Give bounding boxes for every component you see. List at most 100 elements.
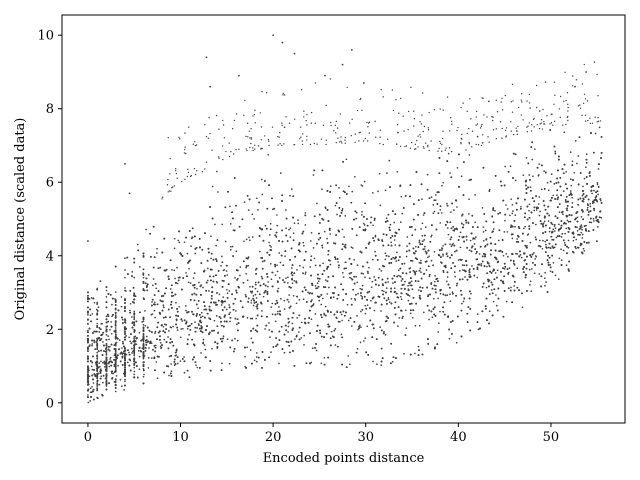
data-point [291, 282, 294, 285]
data-point [133, 354, 136, 357]
data-point [229, 245, 232, 248]
data-point [417, 345, 420, 348]
data-point [352, 247, 354, 249]
data-point [535, 255, 538, 258]
data-point [435, 284, 437, 287]
data-point [338, 187, 340, 189]
data-point [207, 267, 209, 270]
data-point [553, 225, 556, 228]
data-point [565, 264, 568, 267]
data-point [468, 154, 471, 156]
data-point [363, 180, 366, 183]
data-point [574, 139, 577, 142]
data-point [254, 269, 257, 271]
data-point [276, 224, 279, 227]
data-point [136, 243, 139, 246]
data-point [462, 269, 464, 271]
data-point [202, 286, 204, 289]
data-point [409, 284, 412, 287]
data-point [533, 272, 536, 275]
data-point [255, 317, 258, 320]
data-point [373, 309, 376, 312]
data-point [105, 296, 108, 298]
data-point [221, 255, 223, 258]
data-point [228, 304, 231, 306]
data-point [297, 219, 299, 221]
data-point [284, 255, 286, 258]
data-point [492, 270, 494, 273]
data-point [430, 235, 432, 238]
data-point [586, 203, 589, 205]
data-point [385, 287, 388, 290]
data-point [168, 355, 171, 358]
data-point [441, 184, 443, 187]
data-point [356, 348, 359, 350]
data-point [147, 356, 150, 359]
data-point [91, 313, 94, 315]
data-point [378, 268, 381, 270]
data-point [480, 264, 483, 267]
data-point [420, 228, 422, 230]
data-point [133, 276, 136, 279]
data-point [508, 267, 511, 269]
data-point [538, 239, 541, 242]
data-point [558, 257, 561, 260]
data-point [428, 318, 430, 321]
data-point [362, 272, 365, 275]
data-point [190, 245, 192, 247]
data-point [304, 224, 307, 226]
data-point [512, 210, 514, 212]
data-point [515, 252, 517, 255]
data-point [486, 265, 488, 268]
data-point [590, 221, 593, 224]
data-point [289, 194, 291, 197]
data-point [133, 316, 136, 319]
data-point [148, 347, 150, 349]
data-point [367, 272, 369, 274]
data-point [341, 228, 344, 231]
data-point [151, 301, 153, 303]
data-point [176, 282, 179, 285]
data-point [360, 326, 362, 328]
data-point [323, 356, 326, 359]
data-point [535, 209, 538, 211]
data-point [560, 248, 562, 251]
data-point [133, 339, 136, 342]
data-point [254, 281, 257, 284]
data-point [314, 313, 317, 315]
data-point [343, 236, 345, 238]
data-point [340, 313, 343, 316]
data-point [555, 236, 558, 239]
data-point [527, 233, 530, 235]
data-point [400, 195, 403, 198]
data-point [184, 305, 187, 307]
data-point [567, 246, 570, 249]
data-point [109, 356, 112, 359]
data-point [409, 267, 412, 269]
data-point [460, 175, 463, 178]
data-point [455, 341, 458, 344]
data-point [530, 290, 533, 292]
data-point [505, 204, 507, 206]
data-point [577, 155, 580, 157]
data-point [287, 301, 290, 303]
data-point [181, 320, 184, 322]
data-point [446, 227, 449, 229]
data-point [293, 222, 296, 224]
data-point [210, 257, 212, 260]
data-point [353, 259, 355, 261]
data-point [461, 264, 464, 266]
data-point [388, 301, 391, 303]
data-point [128, 351, 130, 354]
data-point [516, 238, 519, 240]
data-point [178, 305, 180, 308]
data-point [464, 276, 466, 278]
data-point [271, 208, 274, 211]
data-point [268, 241, 270, 244]
data-point [510, 286, 512, 289]
data-point [557, 278, 560, 280]
data-point [176, 362, 179, 365]
data-point [465, 239, 468, 241]
data-point [299, 264, 301, 267]
